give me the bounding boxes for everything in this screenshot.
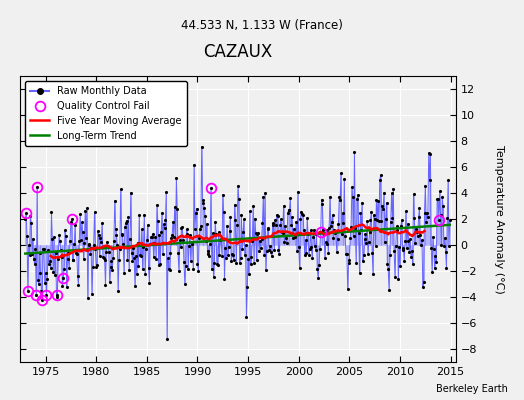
Text: Berkeley Earth: Berkeley Earth	[436, 384, 508, 394]
Legend: Raw Monthly Data, Quality Control Fail, Five Year Moving Average, Long-Term Tren: Raw Monthly Data, Quality Control Fail, …	[25, 81, 187, 146]
Title: CAZAUX: CAZAUX	[203, 43, 272, 61]
Y-axis label: Temperature Anomaly (°C): Temperature Anomaly (°C)	[494, 145, 504, 294]
Text: 44.533 N, 1.133 W (France): 44.533 N, 1.133 W (France)	[181, 20, 343, 32]
